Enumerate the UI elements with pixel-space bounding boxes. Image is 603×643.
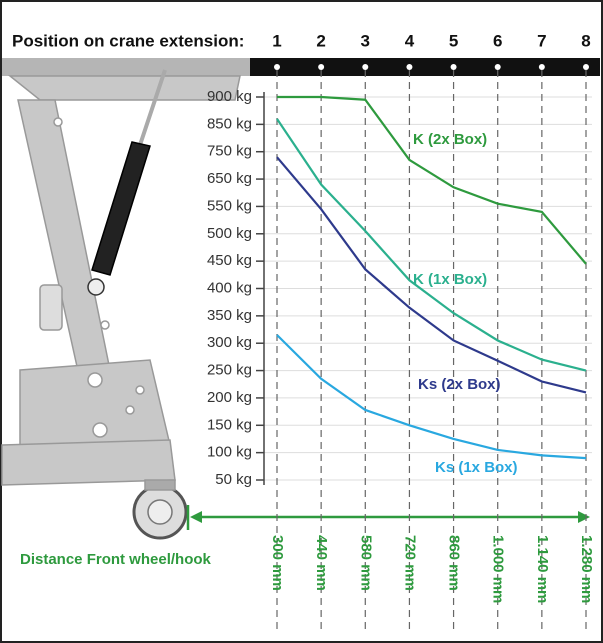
position-label: 5	[449, 31, 458, 50]
x-tick-label: 440 mm	[313, 535, 330, 591]
position-dot	[274, 64, 280, 70]
position-label: 2	[316, 31, 325, 50]
position-label: 1	[272, 31, 281, 50]
y-tick-label: 900 kg	[207, 88, 252, 105]
x-tick-label: 580 mm	[357, 535, 374, 591]
y-tick-label: 300 kg	[207, 334, 252, 351]
y-tick-label: 450 kg	[207, 252, 252, 269]
y-tick-label: 650 kg	[207, 170, 252, 187]
y-tick-label: 100 kg	[207, 444, 252, 461]
y-tick-label: 150 kg	[207, 416, 252, 433]
y-tick-label: 500 kg	[207, 225, 252, 242]
position-dot	[451, 64, 457, 70]
x-tick-label: 860 mm	[446, 535, 463, 591]
x-tick-label: 1.280 mm	[578, 535, 595, 603]
chart: Position on crane extension: Distance Fr…	[0, 0, 603, 643]
x-axis-title: Distance Front wheel/hook	[20, 551, 212, 568]
y-tick-label: 250 kg	[207, 362, 252, 379]
position-label: 7	[537, 31, 546, 50]
y-tick-label: 850 kg	[207, 115, 252, 132]
position-label: 3	[361, 31, 370, 50]
position-label: 4	[405, 31, 415, 50]
position-title: Position on crane extension:	[12, 31, 244, 50]
position-dot	[583, 64, 589, 70]
y-tick-label: 400 kg	[207, 279, 252, 296]
position-dot	[318, 64, 324, 70]
y-tick-label: 550 kg	[207, 197, 252, 214]
y-tick-label: 350 kg	[207, 307, 252, 324]
position-dot	[362, 64, 368, 70]
series-label: Ks (1x Box)	[435, 459, 518, 476]
position-dot	[406, 64, 412, 70]
x-tick-label: 720 mm	[401, 535, 418, 591]
position-label: 8	[581, 31, 590, 50]
extension-bar	[250, 58, 600, 76]
y-tick-label: 50 kg	[215, 471, 252, 488]
x-tick-label: 1.000 mm	[490, 535, 507, 603]
series-label: K (1x Box)	[413, 271, 487, 288]
position-label: 6	[493, 31, 502, 50]
series-label: Ks (2x Box)	[418, 376, 501, 393]
y-tick-label: 200 kg	[207, 389, 252, 406]
y-tick-label: 750 kg	[207, 143, 252, 160]
position-dot	[495, 64, 501, 70]
x-tick-label: 1.140 mm	[534, 535, 551, 603]
x-tick-label: 300 mm	[269, 535, 286, 591]
position-dot	[539, 64, 545, 70]
series-label: K (2x Box)	[413, 131, 487, 148]
